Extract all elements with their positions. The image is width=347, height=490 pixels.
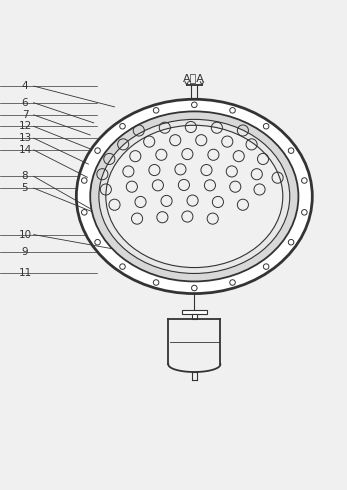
- Ellipse shape: [90, 111, 298, 281]
- Text: A－A: A－A: [183, 73, 205, 83]
- Circle shape: [302, 210, 307, 215]
- Bar: [182, 310, 207, 315]
- Circle shape: [120, 264, 125, 270]
- Circle shape: [192, 285, 197, 291]
- Text: 13: 13: [18, 133, 32, 143]
- Text: 6: 6: [22, 98, 28, 108]
- Text: 12: 12: [18, 122, 32, 131]
- Text: 4: 4: [22, 81, 28, 91]
- Circle shape: [95, 240, 100, 245]
- Text: 11: 11: [18, 268, 32, 278]
- Ellipse shape: [99, 120, 290, 273]
- Circle shape: [263, 123, 269, 129]
- Circle shape: [192, 102, 197, 108]
- Circle shape: [82, 178, 87, 183]
- Circle shape: [230, 108, 235, 113]
- Circle shape: [153, 108, 159, 113]
- Text: 9: 9: [22, 247, 28, 257]
- Circle shape: [153, 280, 159, 285]
- Circle shape: [230, 280, 235, 285]
- Text: 8: 8: [22, 172, 28, 181]
- Circle shape: [120, 123, 125, 129]
- Ellipse shape: [76, 99, 312, 294]
- Circle shape: [263, 264, 269, 270]
- Text: 7: 7: [22, 110, 28, 120]
- Text: 10: 10: [18, 230, 32, 240]
- Circle shape: [95, 148, 100, 153]
- Circle shape: [288, 148, 294, 153]
- Ellipse shape: [106, 125, 283, 268]
- Circle shape: [288, 240, 294, 245]
- Circle shape: [302, 178, 307, 183]
- Text: 14: 14: [18, 145, 32, 155]
- Bar: [192, 315, 197, 319]
- Text: 5: 5: [22, 183, 28, 193]
- Circle shape: [82, 210, 87, 215]
